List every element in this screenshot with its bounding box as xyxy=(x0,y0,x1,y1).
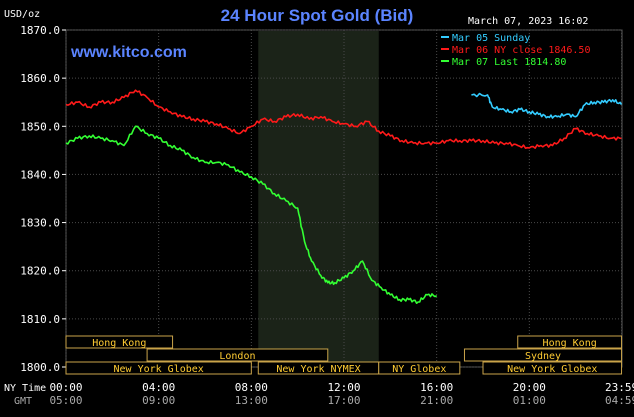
x-tick-label-ny: 20:00 xyxy=(513,381,546,394)
y-tick-label: 1800.0 xyxy=(20,361,60,374)
y-tick-label: 1840.0 xyxy=(20,168,60,181)
chart-title: 24 Hour Spot Gold (Bid) xyxy=(220,6,414,25)
x-tick-label-gmt: 17:00 xyxy=(327,394,360,407)
x-tick-label-ny: 08:00 xyxy=(235,381,268,394)
x-tick-label-gmt: 13:00 xyxy=(235,394,268,407)
x-tick-label-gmt: 21:00 xyxy=(420,394,453,407)
x-tick-label-ny: 04:00 xyxy=(142,381,175,394)
series-line xyxy=(471,92,623,119)
nymex-band xyxy=(258,31,379,367)
y-tick-label: 1860.0 xyxy=(20,72,60,85)
session-bar xyxy=(65,335,174,349)
legend-label: Mar 05 Sunday xyxy=(452,33,530,44)
session-bar xyxy=(146,348,329,362)
x-tick-label-ny: 12:00 xyxy=(327,381,360,394)
session-label: New York Globex xyxy=(507,364,597,375)
highlight-band xyxy=(258,31,379,367)
session-bar xyxy=(482,361,623,375)
y-tick-label: 1830.0 xyxy=(20,217,60,230)
x-tick-label-gmt: 05:00 xyxy=(49,394,82,407)
x-tick-label-gmt: 01:00 xyxy=(513,394,546,407)
series-line xyxy=(65,125,438,304)
x-tick-label-gmt: 04:59 xyxy=(605,394,634,407)
x-axis-label-gmt: GMT xyxy=(14,396,32,407)
legend-label: Mar 06 NY close 1846.50 xyxy=(452,45,590,56)
y-axis-label: USD/oz xyxy=(4,9,40,20)
session-label: Hong Kong xyxy=(92,338,146,349)
session-bar xyxy=(463,348,623,362)
y-tick-label: 1820.0 xyxy=(20,265,60,278)
session-label: New York NYMEX xyxy=(276,364,360,375)
y-tick-label: 1870.0 xyxy=(20,24,60,37)
x-axis-label-ny: NY Time xyxy=(4,383,46,394)
grid xyxy=(65,29,623,368)
session-label: Hong Kong xyxy=(543,338,597,349)
x-tick-label-gmt: 09:00 xyxy=(142,394,175,407)
session-bar xyxy=(378,361,461,375)
x-tick-label-ny: 16:00 xyxy=(420,381,453,394)
session-label: Sydney xyxy=(525,351,561,362)
chart-timestamp: March 07, 2023 16:02 xyxy=(468,16,588,27)
legend-label: Mar 07 Last 1814.80 xyxy=(452,57,566,68)
session-label: London xyxy=(219,351,255,362)
y-tick-label: 1850.0 xyxy=(20,120,60,133)
session-label: New York Globex xyxy=(114,364,204,375)
y-ticks: 1870.0 1860.0 1850.0 1840.0 1830.0 1820.0 1810… xyxy=(20,24,66,374)
sessions: Hong Kong Hong Kong London Sydney New York G… xyxy=(65,335,623,375)
series-line xyxy=(65,89,622,149)
y-tick-label: 1810.0 xyxy=(20,313,60,326)
session-bar xyxy=(65,361,252,375)
x-tick-label-ny: 23:59 xyxy=(605,381,634,394)
session-bar xyxy=(517,335,623,349)
session-label: NY Globex xyxy=(392,364,446,375)
x-tick-label-ny: 00:00 xyxy=(49,381,82,394)
series xyxy=(65,89,623,304)
watermark: www.kitco.com xyxy=(71,44,187,61)
